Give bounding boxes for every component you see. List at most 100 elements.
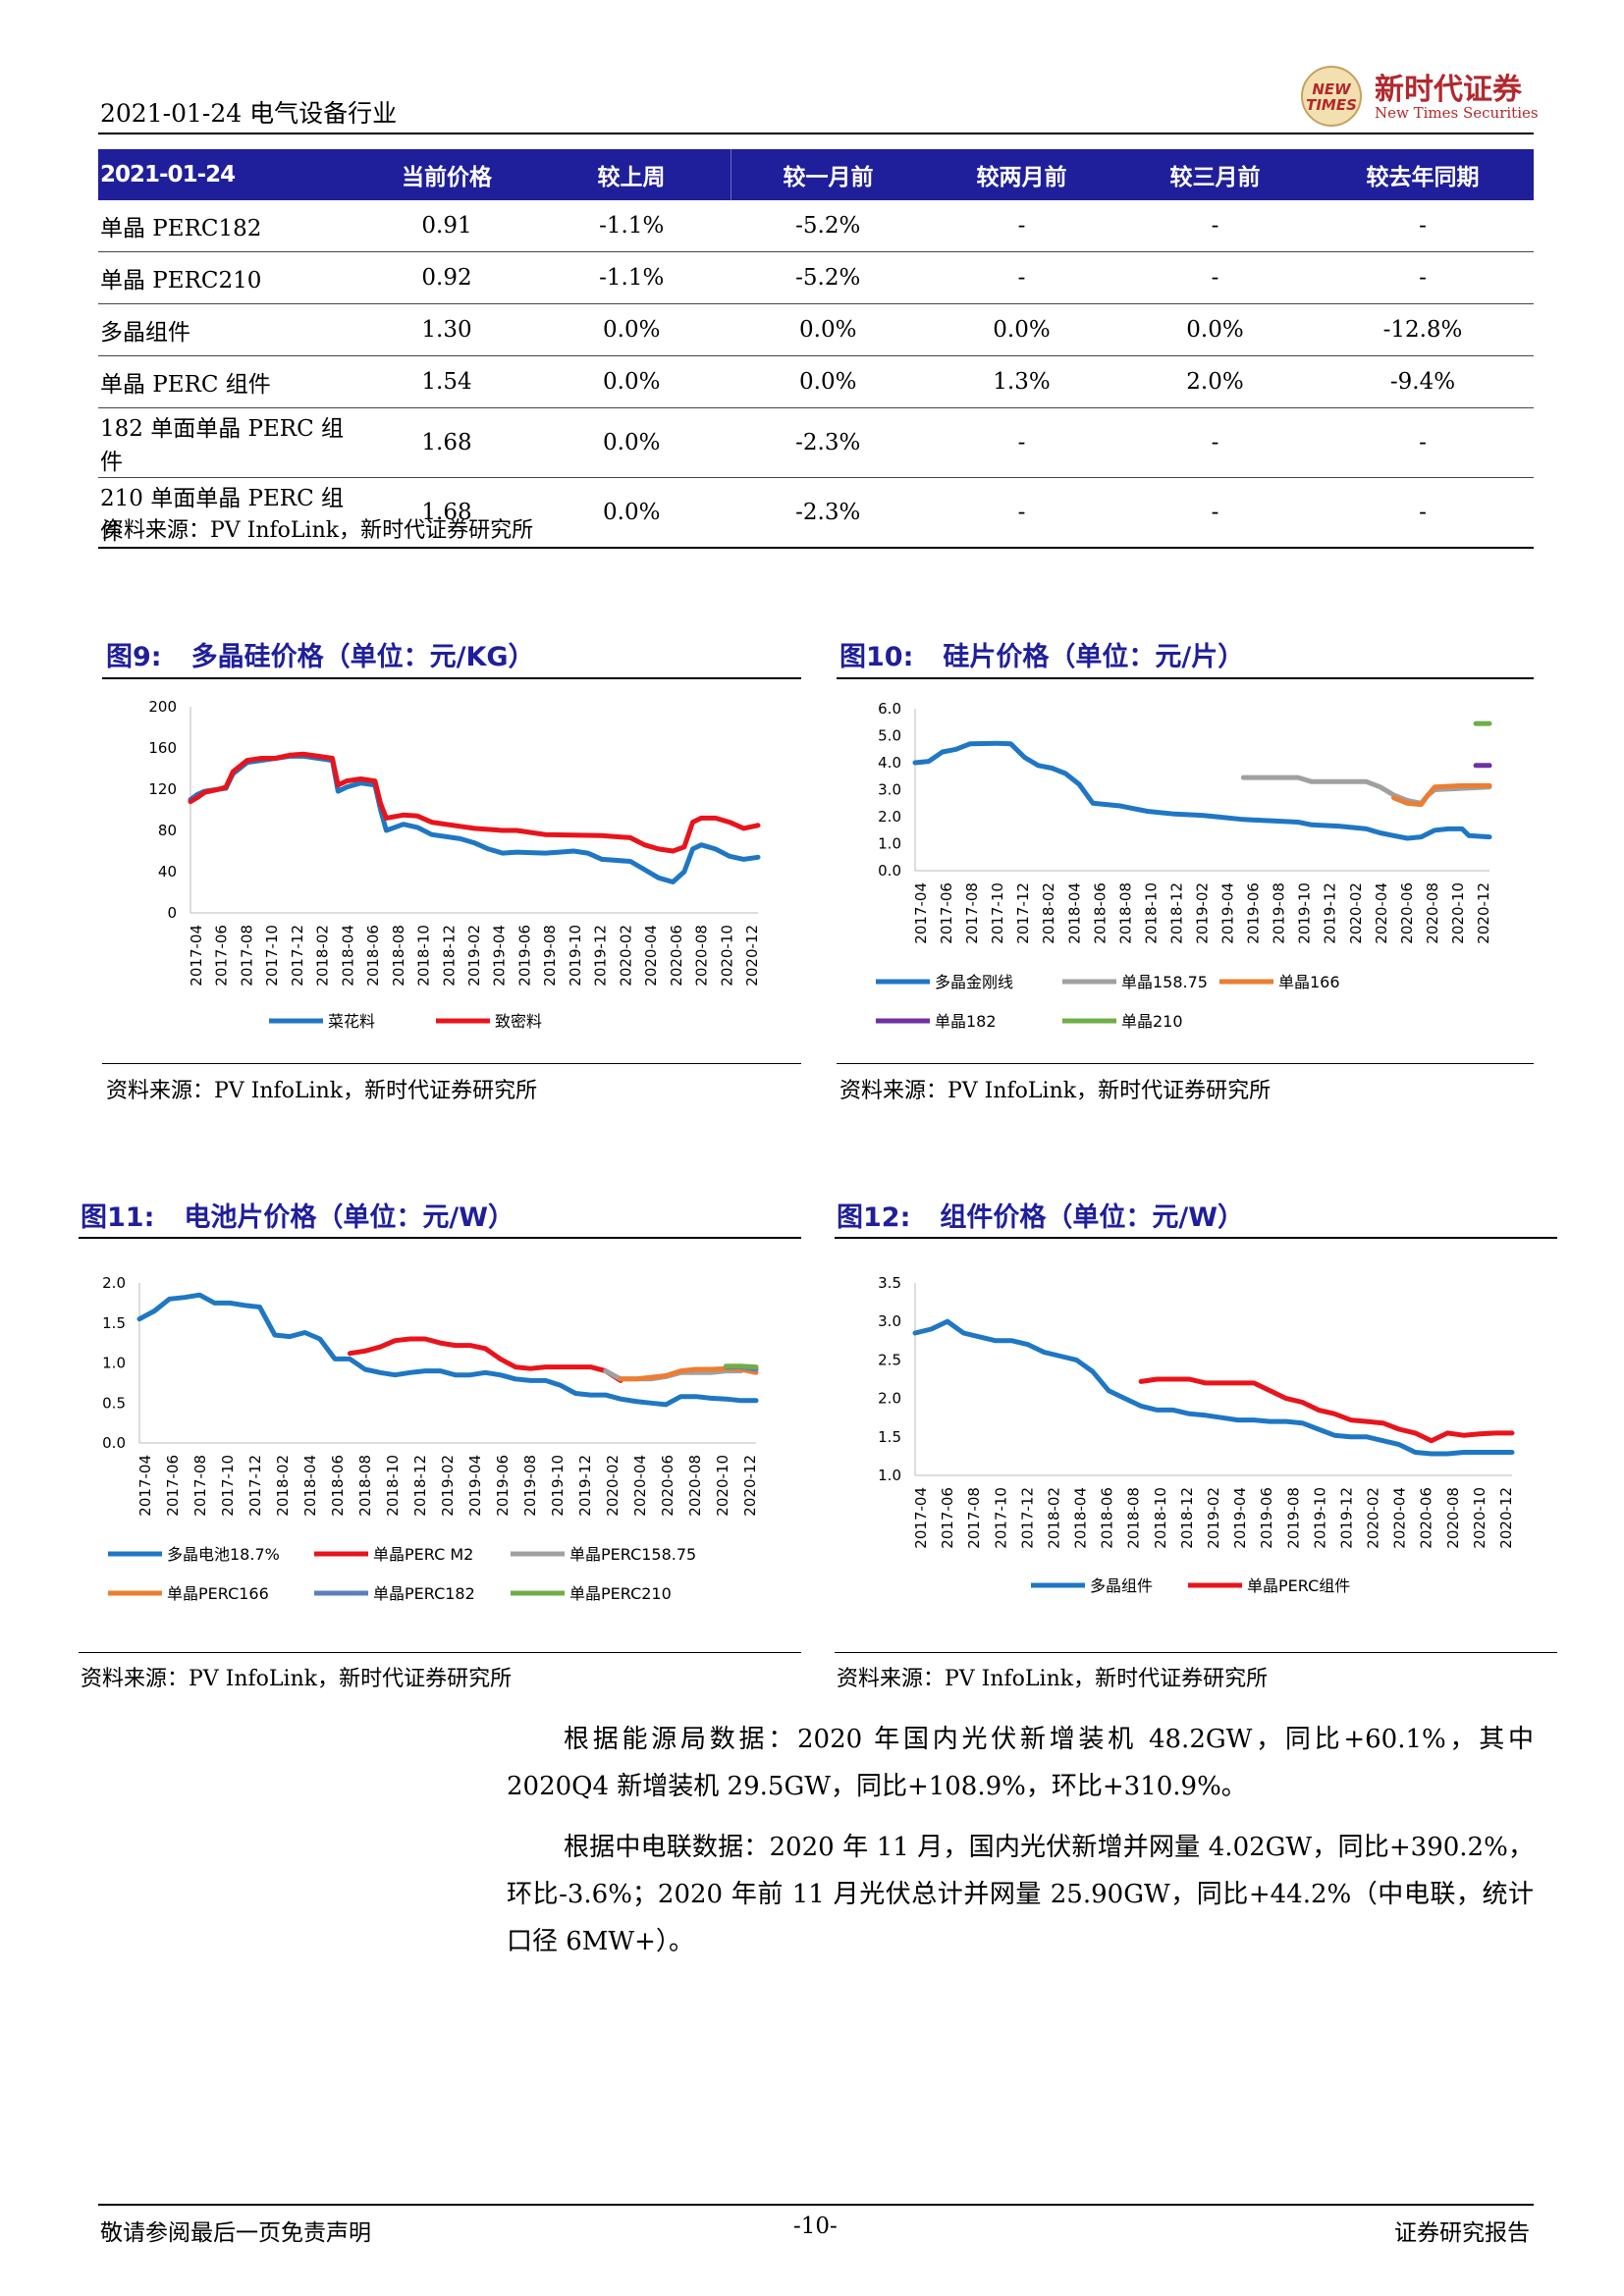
y-tick-label: 1.5 <box>102 1314 126 1332</box>
table-row: 210 单面单晶 PERC 组件 1.68 0.0% -2.3% - - - <box>98 477 1534 549</box>
x-tick-label: 2018-06 <box>364 925 382 987</box>
chart-polysilicon-price: 0 40 80 120 160 200 2017-04 2017-06 2017-08 2017-… <box>148 698 761 1031</box>
x-tick-label: 2019-08 <box>1284 1487 1302 1549</box>
table-header-cell: 较三月前 <box>1118 149 1312 200</box>
table-cell: - <box>925 477 1118 549</box>
footer-rule <box>98 2204 1534 2206</box>
chart-cell-price: 0.0 0.5 1.0 1.5 2.0 2017-04 2017-06 2017-08 2017… <box>102 1274 759 1603</box>
figure-number: 图9: <box>106 642 162 672</box>
table-cell: -1.1% <box>532 200 731 252</box>
x-tick-label: 2020-02 <box>604 1455 622 1517</box>
y-tick-label: 160 <box>148 739 177 757</box>
x-tick-label: 2019-12 <box>576 1455 594 1517</box>
y-tick-label: 1.5 <box>878 1428 901 1446</box>
x-tick-label: 2017-08 <box>238 925 255 987</box>
legend-label: 单晶PERC组件 <box>1247 1576 1350 1595</box>
body-paragraph-2: 根据中电联数据：2020 年 11 月，国内光伏新增并网量 4.02GW，同比+… <box>507 1833 1534 1956</box>
table-header-cell: 较上周 <box>532 149 731 200</box>
legend-label: 菜花料 <box>328 1012 375 1031</box>
y-tick-label: 200 <box>148 698 177 716</box>
table-cell: 0.92 <box>361 251 532 304</box>
table-cell: - <box>925 200 1118 252</box>
figure-top-rule <box>79 1237 801 1239</box>
figure-caption: 硅片价格（单位：元/片） <box>943 642 1245 672</box>
x-tick-label: 2020-12 <box>1497 1487 1515 1549</box>
x-tick-label: 2018-02 <box>274 1455 292 1517</box>
company-logo: NEW TIMES <box>1301 66 1362 127</box>
x-tick-label: 2019-02 <box>465 925 483 987</box>
price-table: 2021-01-24 当前价格 较上周 较一月前 较两月前 较三月前 较去年同期… <box>98 149 1534 549</box>
table-cell: 单晶 PERC210 <box>98 251 361 304</box>
x-tick-label: 2018-08 <box>356 1455 374 1517</box>
header-title: 2021-01-24 电气设备行业 <box>100 99 398 128</box>
figure-title-9: 图9: 多晶硅价格（单位：元/KG） <box>106 635 535 673</box>
x-tick-label: 2019-10 <box>549 1455 567 1517</box>
table-cell: 0.0% <box>532 407 731 478</box>
table-cell: - <box>1312 200 1534 252</box>
table-cell: -9.4% <box>1312 355 1534 408</box>
x-tick-label: 2018-06 <box>1091 882 1109 944</box>
x-tick-label: 2018-12 <box>411 1455 429 1517</box>
header-rule <box>98 133 1534 134</box>
y-tick-label: 6.0 <box>878 700 901 718</box>
legend-label: 多晶金刚线 <box>935 973 1013 991</box>
x-tick-label: 2020-06 <box>1398 882 1416 944</box>
table-row: 单晶 PERC 组件 1.54 0.0% 0.0% 1.3% 2.0% -9.4… <box>98 355 1534 408</box>
legend-label: 单晶PERC M2 <box>373 1545 473 1564</box>
table-cell: -5.2% <box>731 200 925 252</box>
table-cell: 多晶组件 <box>98 303 361 356</box>
table-cell: 1.3% <box>925 355 1118 408</box>
legend-label: 致密料 <box>495 1012 542 1031</box>
series-line <box>188 753 761 884</box>
figure-top-rule <box>835 1237 1557 1239</box>
figure-source: 资料来源：PV InfoLink，新时代证券研究所 <box>81 1667 513 1691</box>
figure-number: 图11: <box>81 1202 155 1233</box>
x-tick-label: 2018-10 <box>1142 882 1160 944</box>
y-tick-label: 3.0 <box>878 781 901 799</box>
table-cell: 0.0% <box>532 477 731 549</box>
x-tick-label: 2018-10 <box>1152 1487 1169 1549</box>
x-tick-label: 2019-12 <box>592 925 610 987</box>
series-line <box>1391 782 1492 808</box>
x-tick-label: 2018-10 <box>415 925 433 987</box>
table-cell: -5.2% <box>731 251 925 304</box>
x-tick-label: 2017-12 <box>289 925 306 987</box>
table-header-cell: 当前价格 <box>361 149 532 200</box>
x-tick-label: 2018-02 <box>314 925 332 987</box>
x-tick-label: 2020-04 <box>631 1455 649 1517</box>
x-tick-label: 2020-08 <box>1424 882 1441 944</box>
table-cell: - <box>1312 477 1534 549</box>
x-tick-label: 2017-08 <box>191 1455 209 1517</box>
x-tick-label: 2020-10 <box>1471 1487 1489 1549</box>
x-tick-label: 2020-06 <box>659 1455 677 1517</box>
table-header-cell: 较两月前 <box>925 149 1118 200</box>
table-row: 单晶 PERC210 0.92 -1.1% -5.2% - - - <box>98 251 1534 304</box>
legend-label: 多晶组件 <box>1090 1576 1153 1595</box>
table-header-cell: 2021-01-24 <box>98 149 361 200</box>
x-tick-label: 2019-04 <box>1231 1487 1249 1549</box>
x-tick-label: 2020-10 <box>1449 882 1467 944</box>
table-cell: - <box>1312 407 1534 478</box>
y-tick-label: 2.5 <box>878 1351 901 1368</box>
x-tick-label: 2019-12 <box>1322 882 1339 944</box>
y-tick-label: 1.0 <box>878 1467 901 1484</box>
x-tick-label: 2018-04 <box>1072 1487 1090 1549</box>
x-tick-label: 2019-06 <box>494 1455 512 1517</box>
x-tick-label: 2019-12 <box>1337 1487 1355 1549</box>
svg-text:TIMES: TIMES <box>1306 96 1357 114</box>
table-row: 多晶组件 1.30 0.0% 0.0% 0.0% 0.0% -12.8% <box>98 303 1534 356</box>
table-cell: 0.0% <box>532 355 731 408</box>
y-tick-label: 0.5 <box>102 1394 126 1412</box>
x-tick-label: 2020-12 <box>741 1455 759 1517</box>
x-tick-label: 2017-06 <box>164 1455 182 1517</box>
x-tick-label: 2019-08 <box>1271 882 1288 944</box>
x-tick-label: 2019-08 <box>541 925 559 987</box>
series-line <box>136 1292 759 1408</box>
x-tick-label: 2017-06 <box>213 925 231 987</box>
footer-report-type: 证券研究报告 <box>1394 2220 1530 2246</box>
logo-text-en: New Times Securities <box>1375 104 1539 122</box>
table-cell: 1.30 <box>361 303 532 356</box>
y-tick-label: 0.0 <box>878 862 901 880</box>
x-tick-label: 2019-02 <box>1194 882 1212 944</box>
figure-source: 资料来源：PV InfoLink，新时代证券研究所 <box>839 1079 1272 1103</box>
